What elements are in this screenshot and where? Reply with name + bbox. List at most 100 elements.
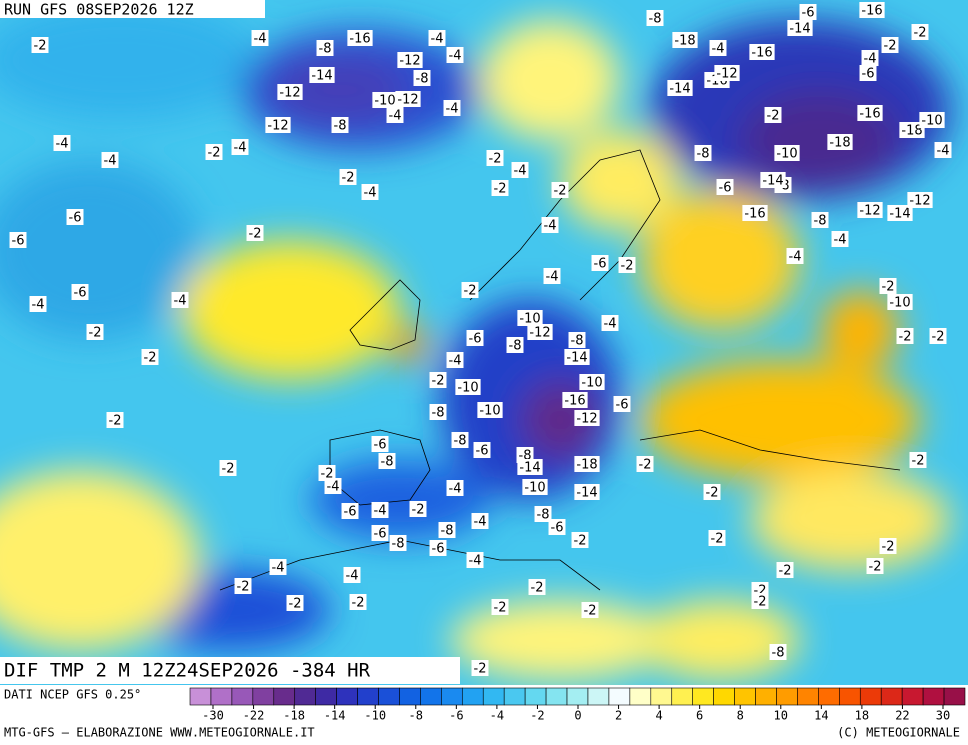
contour-value: -2 xyxy=(899,330,912,345)
label-box xyxy=(591,255,609,271)
color-swatch xyxy=(315,687,337,706)
contour-value: -8 xyxy=(649,12,662,27)
label-box xyxy=(694,145,712,161)
color-swatch xyxy=(608,687,631,706)
contour-label: -12 xyxy=(574,410,600,427)
color-swatch xyxy=(399,687,421,706)
label-box xyxy=(477,402,503,418)
contour-label: -4 xyxy=(541,217,559,234)
contour-value: -16 xyxy=(859,107,880,122)
label-box xyxy=(751,593,769,609)
contour-label: -4 xyxy=(361,184,379,201)
contour-label: -2 xyxy=(776,562,794,579)
color-swatch xyxy=(231,687,254,706)
contour-label: -2 xyxy=(205,144,223,161)
contour-value: -16 xyxy=(751,46,772,61)
contour-label: -4 xyxy=(934,142,952,159)
label-box xyxy=(455,379,481,395)
contour-value: -2 xyxy=(621,259,634,274)
label-box xyxy=(568,332,586,348)
contour-label: -4 xyxy=(251,30,269,47)
label-box xyxy=(571,532,589,548)
contour-value: -12 xyxy=(576,412,597,427)
contour-value: -6 xyxy=(476,444,489,459)
contour-value: -6 xyxy=(802,6,815,21)
contour-value: -4 xyxy=(272,561,285,576)
contour-label: -2 xyxy=(86,324,104,341)
contour-label: -8 xyxy=(506,337,524,354)
color-swatch xyxy=(859,687,882,706)
contour-label: -4 xyxy=(231,139,249,156)
contour-label: -14 xyxy=(574,484,600,501)
contour-value: -4 xyxy=(346,569,359,584)
contour-label: -16 xyxy=(742,205,768,222)
contour-value: -2 xyxy=(779,564,792,579)
color-swatch xyxy=(461,687,484,706)
label-box xyxy=(527,324,553,340)
contour-value: -2 xyxy=(208,146,221,161)
contour-label: -2 xyxy=(879,538,897,555)
contour-label: -4 xyxy=(446,47,464,64)
contour-label: -18 xyxy=(672,32,698,49)
contour-label: -2 xyxy=(471,660,489,677)
label-box xyxy=(909,452,927,468)
label-box xyxy=(511,162,529,178)
label-box xyxy=(551,182,569,198)
label-box xyxy=(613,396,631,412)
contour-value: -4 xyxy=(234,141,247,156)
contour-value: -8 xyxy=(814,214,827,229)
label-box xyxy=(879,538,897,554)
contour-value: -4 xyxy=(712,42,725,57)
colorbar: -30 -22 -18 -14 -10 -8 -6 -4 -2 0 2 4 6 8 10 14 18 22 30 xyxy=(189,687,966,723)
contour-label: -2 xyxy=(909,452,927,469)
title-box xyxy=(0,657,460,684)
label-box xyxy=(339,169,357,185)
contour-label: -2 xyxy=(879,278,897,295)
label-box xyxy=(831,231,849,247)
contour-label: -14 xyxy=(760,172,786,189)
label-box xyxy=(316,40,334,56)
contour-label: -4 xyxy=(29,296,47,313)
contour-value: -4 xyxy=(469,554,482,569)
contour-label: -10 xyxy=(517,310,543,327)
colorbar-tick-label: -6 xyxy=(449,709,463,723)
contour-value: -4 xyxy=(104,154,117,169)
contour-value: -8 xyxy=(537,508,550,523)
contour-label: -2 xyxy=(349,594,367,611)
label-box xyxy=(372,92,398,108)
label-box xyxy=(543,268,561,284)
label-box xyxy=(409,501,427,517)
label-box xyxy=(811,212,829,228)
contour-value: -8 xyxy=(697,147,710,162)
label-box xyxy=(324,478,342,494)
contour-value: -6 xyxy=(719,181,732,196)
contour-label: -4 xyxy=(269,559,287,576)
contour-label: -4 xyxy=(861,50,879,67)
contour-label: -6 xyxy=(371,525,389,542)
contour-label: -2 xyxy=(219,460,237,477)
contour-label: -4 xyxy=(343,567,361,584)
label-box xyxy=(541,217,559,233)
contour-value: -4 xyxy=(32,298,45,313)
colorbar-tick-label: -14 xyxy=(324,709,346,723)
label-box xyxy=(371,502,389,518)
contour-labels: -2 -4-8-16 -4-4-12-8-14-12-10 -12-4-12 -8-4-… xyxy=(9,2,952,677)
contour-value: -6 xyxy=(432,542,445,557)
label-box xyxy=(581,602,599,618)
color-swatch xyxy=(357,687,379,706)
contour-value: -2 xyxy=(89,326,102,341)
label-box xyxy=(461,282,479,298)
label-box xyxy=(246,225,264,241)
label-box xyxy=(667,80,693,96)
label-box xyxy=(859,2,885,18)
contour-label: -2 xyxy=(929,328,947,345)
color-swatch xyxy=(713,687,735,706)
contour-value: -2 xyxy=(412,503,425,518)
color-swatch xyxy=(629,687,652,706)
label-box xyxy=(466,330,484,346)
color-swatch xyxy=(294,687,316,706)
contour-label: -8 xyxy=(769,644,787,661)
label-box xyxy=(919,112,945,128)
contour-value: -2 xyxy=(494,601,507,616)
contour-label: -2 xyxy=(528,579,546,596)
